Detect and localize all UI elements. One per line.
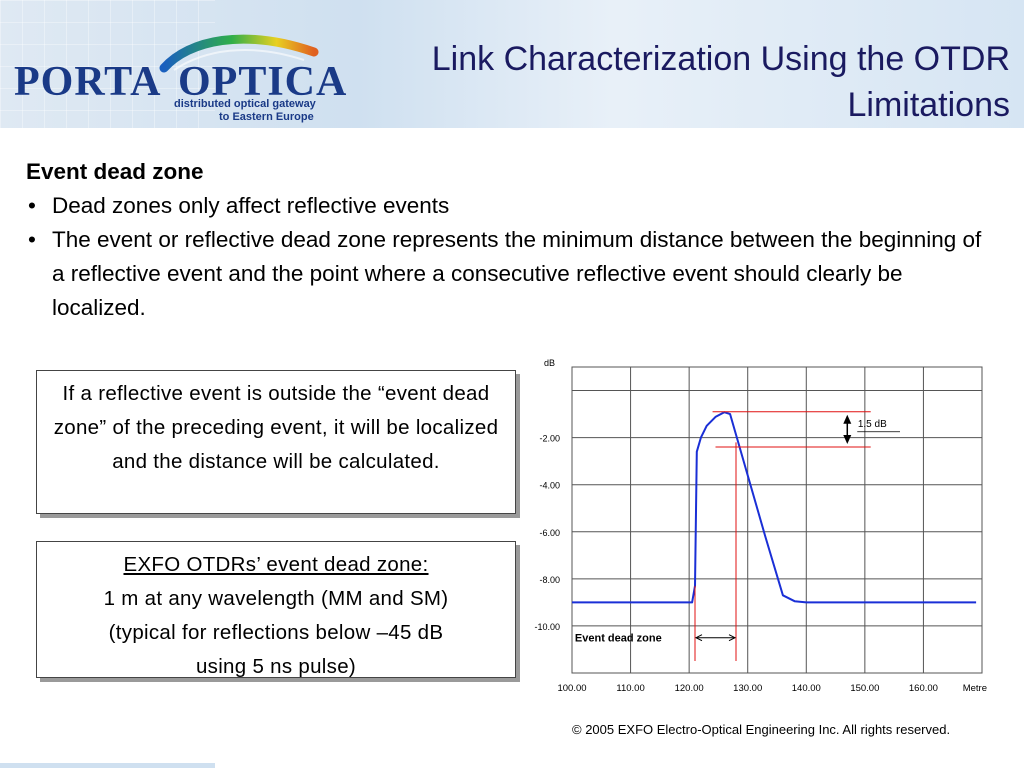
logo-word-left: PORTA <box>14 59 162 105</box>
page-title: Link Characterization Using the OTDR Lim… <box>432 36 1010 128</box>
callout-spec-line: (typical for reflections below –45 dB <box>108 621 444 644</box>
bullet-item: • Dead zones only affect reflective even… <box>26 189 986 223</box>
arrow-left-icon <box>694 634 703 642</box>
arrow-right-icon <box>728 634 737 642</box>
y-tick-label: -10.00 <box>534 622 560 632</box>
callout-spec-line: 1 m at any wavelength (MM and SM) <box>103 587 449 610</box>
callout-box-exfo-spec: EXFO OTDRs’ event dead zone: 1 m at any … <box>36 541 516 678</box>
x-tick-label: 130.00 <box>733 683 762 694</box>
x-tick-label: 150.00 <box>850 683 879 694</box>
delta-label: 1.5 dB <box>858 419 887 430</box>
y-axis-label: dB <box>544 358 555 368</box>
arrow-down-icon <box>843 435 852 445</box>
y-tick-label: -8.00 <box>539 575 560 585</box>
x-tick-label: 120.00 <box>675 683 704 694</box>
bullet-dot: • <box>28 193 36 218</box>
section-heading: Event dead zone <box>26 159 204 184</box>
y-tick-label: -4.00 <box>539 481 560 491</box>
plot-frame <box>571 366 983 674</box>
page-title-line2: Limitations <box>847 86 1010 124</box>
porta-optica-logo: PORTA OPTICA distributed optical gateway… <box>14 30 346 125</box>
header-grid-pattern <box>0 0 215 128</box>
bullet-text: Dead zones only affect reflective events <box>52 193 450 218</box>
x-tick-label: 140.00 <box>792 683 821 694</box>
header-banner: PORTA OPTICA distributed optical gateway… <box>0 0 1024 128</box>
page-title-line1: Link Characterization Using the OTDR <box>431 40 1010 78</box>
copyright-notice: © 2005 EXFO Electro-Optical Engineering … <box>572 722 951 737</box>
x-tick-label: 160.00 <box>909 683 938 694</box>
logo-tagline-1: distributed optical gateway <box>174 98 316 110</box>
dead-zone-label: Event dead zone <box>575 633 662 645</box>
logo-word-right: OPTICA <box>178 59 348 105</box>
otdr-trace-chart: -2.00 -4.00 -6.00 -8.00 -10.00 dB 100.00 110.00… <box>534 358 987 694</box>
x-axis-unit: Metre <box>963 683 987 694</box>
bullet-dot: • <box>28 227 36 252</box>
bullet-item: • The event or reflective dead zone repr… <box>26 223 986 325</box>
y-tick-label: -6.00 <box>539 528 560 538</box>
main-content: Event dead zone • Dead zones only affect… <box>26 155 986 325</box>
otdr-trace-line <box>572 411 977 604</box>
callout-spec-title: EXFO OTDRs’ event dead zone: <box>123 553 429 576</box>
footer-strip <box>0 763 215 768</box>
logo-swoosh-icon <box>159 34 319 73</box>
callout-text: If a reflective event is outside the “ev… <box>53 382 499 473</box>
callout-box-localization: If a reflective event is outside the “ev… <box>36 370 516 514</box>
bullet-text: The event or reflective dead zone repres… <box>52 227 982 320</box>
logo-tagline-2: to Eastern Europe <box>219 111 314 123</box>
y-tick-label: -2.00 <box>539 434 560 444</box>
callout-spec-line: using 5 ns pulse) <box>195 655 357 678</box>
x-tick-label: 110.00 <box>616 683 644 694</box>
x-tick-label: 100.00 <box>557 683 586 694</box>
arrow-up-icon <box>843 414 852 424</box>
